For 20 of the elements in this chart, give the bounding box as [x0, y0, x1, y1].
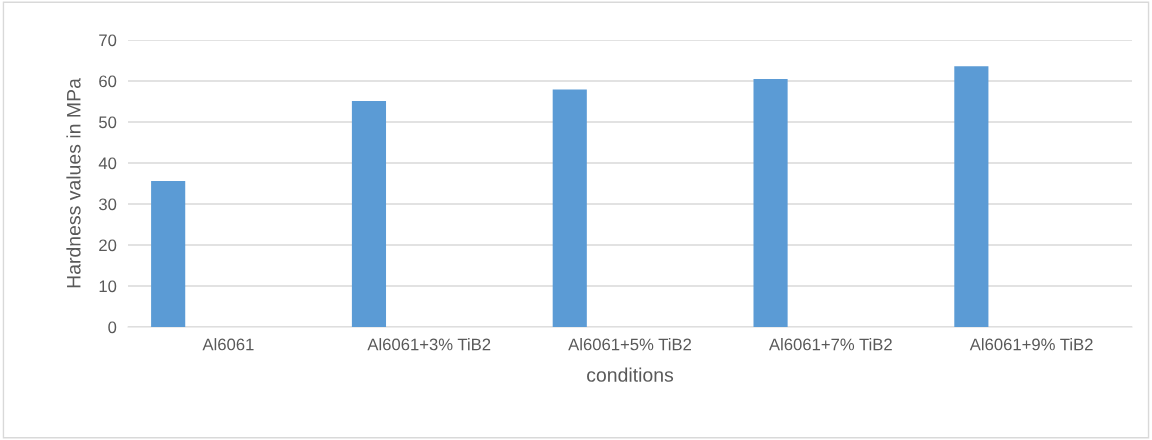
bar	[151, 181, 186, 327]
y-tick-label: 0	[108, 321, 117, 334]
x-axis-title: conditions	[587, 367, 674, 382]
y-tick-label: 40	[98, 157, 117, 170]
bar	[954, 66, 989, 327]
y-tick-label: 50	[99, 116, 117, 129]
y-tick-label: 70	[99, 34, 117, 47]
x-tick-label: Al6061+7% TiB2	[768, 338, 892, 351]
bar	[753, 78, 788, 327]
x-tick-label: Al6061+9% TiB2	[969, 338, 1093, 351]
bar	[552, 89, 587, 327]
y-tick-label: 30	[98, 198, 117, 211]
y-tick-label: 60	[99, 75, 117, 88]
x-tick-label: Al6061+5% TiB2	[568, 338, 692, 351]
y-tick-label: 10	[99, 280, 117, 293]
y-axis-title: Hardness values in MPa	[66, 78, 81, 288]
x-tick-label: Al6061	[202, 338, 254, 351]
x-tick-label: Al6061+3% TiB2	[367, 338, 491, 351]
bar	[351, 101, 387, 327]
y-tick-label: 20	[99, 239, 117, 252]
